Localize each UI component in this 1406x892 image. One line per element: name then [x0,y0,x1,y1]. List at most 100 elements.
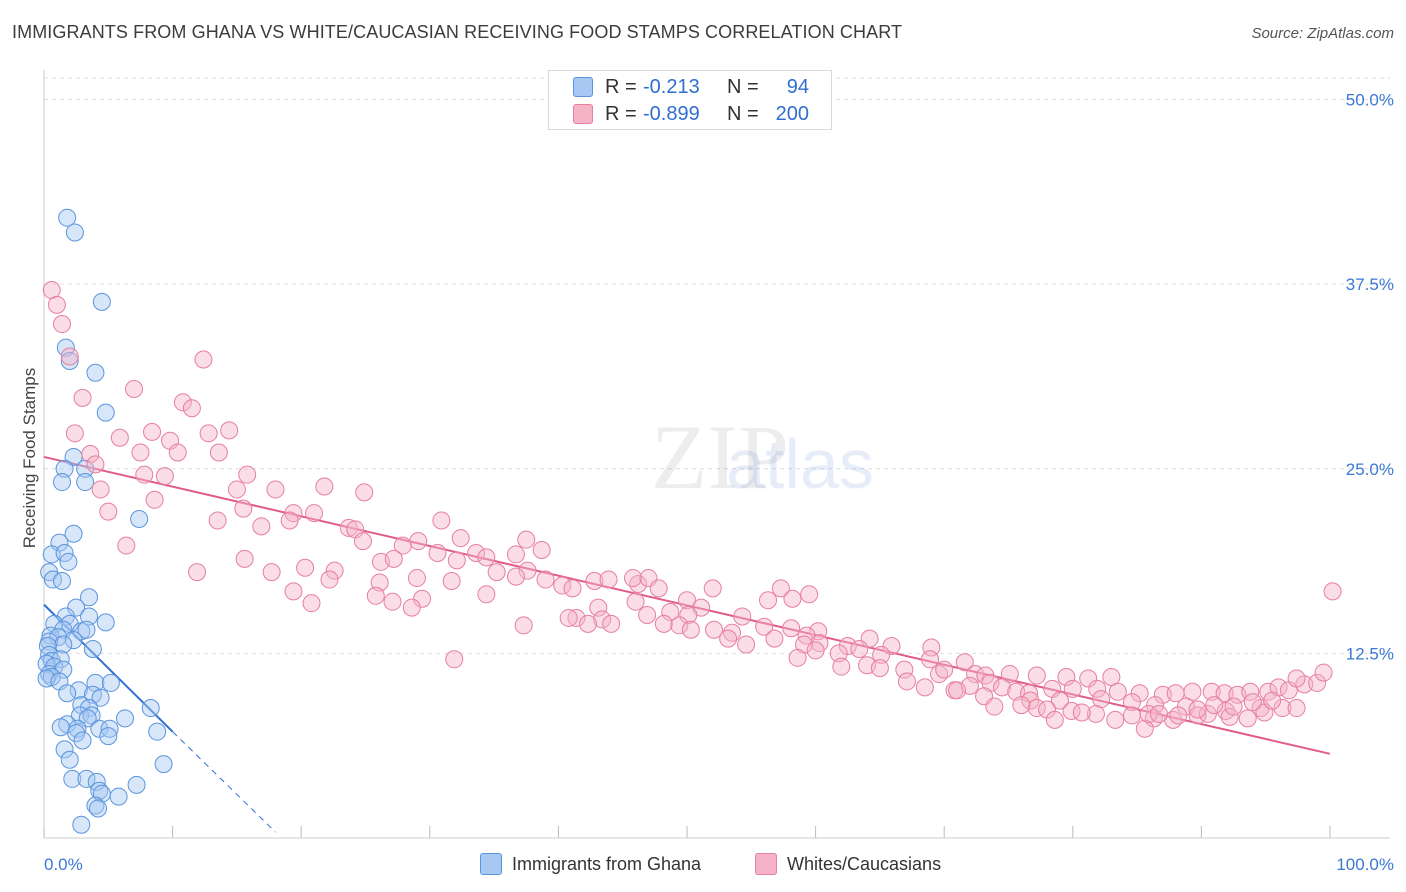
data-point [60,351,79,370]
data-point [948,681,967,700]
data-point [45,614,64,633]
data-point [1287,669,1306,688]
data-point [227,480,246,499]
data-point [1108,682,1127,701]
data-point [532,541,551,559]
x-tick-label: 0.0% [44,855,83,874]
data-point [629,574,648,593]
data-point [55,543,74,562]
data-point [428,543,447,562]
data-point [101,673,120,692]
data-point [53,572,72,591]
data-point [1263,691,1282,710]
y-tick-label: 12.5% [1346,644,1394,663]
data-point [208,511,227,530]
data-point [96,613,115,632]
data-point [51,718,70,737]
legend-item-ghana[interactable]: Immigrants from Ghana [480,852,701,876]
data-point [771,579,790,598]
data-point [432,511,451,530]
legend-row-whites: R = -0.899 N = 200 [573,102,809,126]
data-point [64,631,83,650]
data-point [409,532,428,551]
data-point [514,616,533,635]
data-point [1215,684,1234,703]
data-point [589,598,608,617]
data-point [60,347,79,366]
data-point [90,781,109,800]
data-point [86,455,105,474]
data-point [1243,693,1262,712]
data-point [77,769,96,788]
axes [43,70,1390,839]
data-point [897,672,916,691]
data-point [1021,691,1040,710]
data-point [125,380,144,399]
data-point [99,502,118,521]
data-point [585,572,604,591]
data-point [1122,706,1141,725]
data-point [806,641,825,660]
legend-label-ghana: Immigrants from Ghana [512,853,702,874]
data-point [154,755,173,774]
data-point [649,579,668,598]
data-point [99,727,118,746]
data-point [86,363,105,382]
data-point [737,635,756,654]
data-point [58,208,77,227]
data-point [69,681,88,700]
data-point [54,635,73,654]
series-whites [42,281,1342,738]
data-point [935,660,954,679]
data-point [53,473,72,492]
data-point [155,467,174,486]
data-point [1259,682,1278,701]
data-point [59,552,78,571]
data-point [1224,697,1243,716]
data-point [182,399,201,418]
data-point [678,591,696,610]
data-point [238,465,257,484]
data-point [559,608,578,627]
data-point [402,598,421,617]
data-point [370,573,389,592]
data-point [1050,691,1069,710]
data-point [145,490,164,509]
data-point [63,769,82,788]
data-point [553,576,572,595]
data-point [83,639,102,658]
data-point [355,483,374,502]
data-point [366,586,385,605]
watermark-atlas: atlas [726,425,874,503]
data-point [86,796,105,815]
data-point [1169,706,1188,725]
data-point [872,645,891,664]
data-point [487,563,506,582]
legend-n-label: N = [727,75,759,98]
data-point [1241,682,1260,701]
data-point [90,719,109,738]
data-point [65,424,84,443]
data-point [96,403,115,422]
data-point [1135,719,1154,738]
data-point [67,724,86,743]
data-point [1038,700,1057,719]
data-point [1072,703,1091,722]
legend-r-value: -0.213 [643,75,700,98]
data-point [127,775,146,794]
data-point [626,592,645,611]
data-point [80,607,99,626]
chart-title: IMMIGRANTS FROM GHANA VS WHITE/CAUCASIAN… [12,22,903,42]
correlation-legend: R = -0.213 N = 94 R = -0.899 N = 200 [548,70,832,130]
data-point [117,536,136,555]
data-point [235,549,254,568]
data-point [578,614,597,633]
trend-line [43,455,1331,755]
legend-n-value: 200 [775,102,809,125]
data-point [1000,665,1019,684]
data-point [302,594,321,613]
trend-line-extension [172,731,276,833]
legend-item-whites[interactable]: Whites/Caucasians [755,852,941,876]
data-point [1287,699,1306,718]
data-point [209,443,228,462]
